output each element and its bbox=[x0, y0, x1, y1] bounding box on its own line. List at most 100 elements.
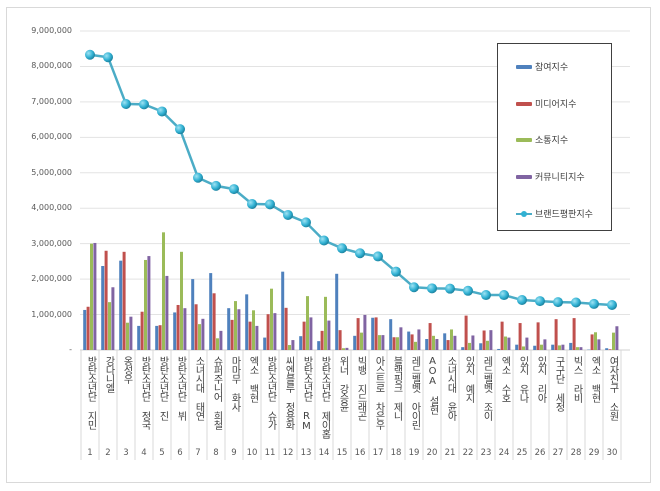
bar-4 bbox=[111, 287, 115, 350]
legend-label: 참여지수 bbox=[535, 63, 569, 73]
bar-2 bbox=[554, 319, 558, 350]
legend-label: 브랜드평판지수 bbox=[535, 210, 593, 220]
bar-4 bbox=[561, 344, 565, 350]
bar-2 bbox=[284, 307, 288, 350]
bar-2 bbox=[212, 293, 216, 350]
chart-frame bbox=[6, 7, 651, 483]
x-tick-label: 방탄소년단 RM bbox=[301, 356, 312, 431]
bar-3 bbox=[414, 341, 417, 350]
bar-2 bbox=[140, 311, 144, 350]
y-tick-label: 3,000,000 bbox=[31, 238, 72, 248]
line-point bbox=[553, 297, 563, 308]
bar-3 bbox=[90, 243, 93, 350]
bar-2 bbox=[374, 317, 378, 350]
bar-3 bbox=[558, 345, 561, 350]
x-tick-label: 블랙핑크 제니 bbox=[391, 356, 402, 420]
bar-4 bbox=[291, 340, 295, 350]
x-tick-label: 엑소 백현 bbox=[247, 356, 258, 402]
line-point bbox=[103, 52, 113, 63]
legend-swatch bbox=[516, 137, 532, 142]
bar-4 bbox=[201, 318, 205, 350]
bar-1 bbox=[155, 325, 159, 350]
bar-4 bbox=[579, 347, 583, 350]
bar-2 bbox=[482, 330, 486, 350]
line-point bbox=[445, 283, 455, 294]
x-tick-label: 소녀시대 태연 bbox=[193, 356, 204, 420]
x-tick-label: 소녀시대 윤아 bbox=[445, 356, 456, 420]
bar-3 bbox=[180, 251, 183, 350]
bar-1 bbox=[479, 343, 483, 350]
rank-label: 11 bbox=[264, 448, 276, 458]
x-tick-label: 방탄소년단 지민 bbox=[85, 356, 96, 429]
bar-1 bbox=[173, 312, 177, 350]
line-point bbox=[283, 209, 293, 220]
legend-label: 커뮤니티지수 bbox=[535, 173, 585, 183]
line-point bbox=[607, 299, 617, 310]
bar-3 bbox=[144, 259, 147, 350]
rank-label: 16 bbox=[354, 448, 366, 458]
bar-3 bbox=[486, 340, 489, 350]
bar-4 bbox=[183, 308, 187, 350]
bar-3 bbox=[108, 302, 111, 350]
bar-2 bbox=[428, 323, 432, 350]
bar-3 bbox=[378, 335, 381, 350]
bar-4 bbox=[507, 337, 511, 350]
rank-label: 3 bbox=[123, 448, 129, 458]
bar-3 bbox=[288, 345, 291, 350]
y-tick-label: 6,000,000 bbox=[31, 132, 72, 142]
bar-1 bbox=[605, 348, 609, 350]
bar-1 bbox=[335, 273, 339, 350]
line-point bbox=[157, 106, 167, 117]
x-tick-label: 빅뱅 지드래곤 bbox=[355, 356, 366, 420]
rank-label: 10 bbox=[246, 448, 258, 458]
bar-3 bbox=[306, 296, 309, 350]
rank-label: 27 bbox=[552, 448, 564, 458]
x-tick-label: 레드벨벳 조이 bbox=[481, 356, 492, 420]
bar-2 bbox=[590, 334, 594, 350]
line-point bbox=[355, 248, 365, 259]
legend-item: 커뮤니티지수 bbox=[516, 170, 585, 183]
bar-2 bbox=[500, 321, 504, 350]
rank-label: 7 bbox=[195, 448, 201, 458]
x-tick-label: 강다니엘 bbox=[103, 356, 114, 392]
bar-3 bbox=[450, 329, 453, 350]
bar-2 bbox=[104, 250, 108, 350]
bar-4 bbox=[399, 327, 403, 350]
rank-label: 18 bbox=[390, 448, 402, 458]
line-point bbox=[319, 235, 329, 246]
bar-4 bbox=[597, 339, 601, 350]
rank-label: 22 bbox=[462, 448, 474, 458]
legend-item: 참여지수 bbox=[516, 60, 568, 73]
rank-label: 5 bbox=[159, 448, 165, 458]
rank-label: 1 bbox=[87, 448, 93, 458]
legend-swatch bbox=[516, 64, 532, 69]
bar-4 bbox=[489, 330, 493, 350]
bar-2 bbox=[446, 340, 450, 350]
bar-1 bbox=[245, 294, 249, 350]
line-point bbox=[571, 297, 581, 308]
legend-item: 소통지수 bbox=[516, 133, 568, 146]
bar-1 bbox=[317, 341, 321, 350]
legend-swatch bbox=[516, 101, 532, 106]
bar-1 bbox=[101, 265, 105, 350]
line-point bbox=[409, 282, 419, 293]
bar-2 bbox=[194, 304, 198, 350]
bar-2 bbox=[266, 314, 270, 350]
rank-label: 28 bbox=[570, 448, 582, 458]
rank-label: 25 bbox=[516, 448, 528, 458]
x-tick-label: 여자친구 소원 bbox=[607, 356, 618, 420]
bar-4 bbox=[147, 256, 151, 350]
bar-4 bbox=[129, 316, 133, 350]
y-tick-label: 2,000,000 bbox=[31, 274, 72, 284]
line-point bbox=[139, 99, 149, 110]
line-point bbox=[265, 199, 275, 210]
bar-3 bbox=[360, 332, 363, 350]
line-point bbox=[589, 298, 599, 309]
x-tick-label: 마마무 화사 bbox=[229, 356, 240, 411]
rank-label: 2 bbox=[105, 448, 111, 458]
x-tick-label: 방탄소년단 뷔 bbox=[175, 356, 186, 420]
line-point bbox=[85, 49, 95, 60]
bar-1 bbox=[461, 347, 465, 350]
rank-label: 26 bbox=[534, 448, 546, 458]
bar-1 bbox=[551, 344, 555, 350]
